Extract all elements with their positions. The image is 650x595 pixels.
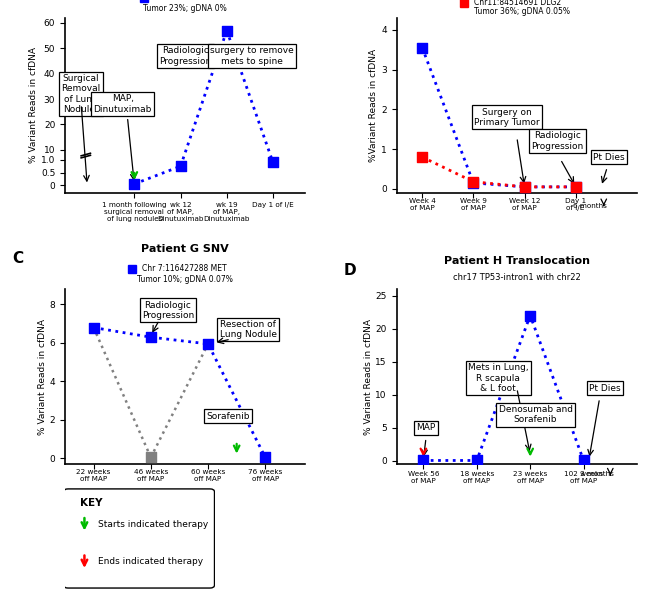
Point <box>468 178 478 187</box>
Text: Mets in Lung,
R scapula
& L foot: Mets in Lung, R scapula & L foot <box>468 364 528 393</box>
Text: Surgical
Removal
of Lung
Nodules: Surgical Removal of Lung Nodules <box>62 74 101 114</box>
Point <box>260 453 270 462</box>
Point <box>268 158 278 167</box>
Text: D: D <box>344 263 356 278</box>
Point <box>519 182 530 192</box>
Text: Radiologic
Progression: Radiologic Progression <box>159 46 211 65</box>
Text: 22 weeks
off MAP: 22 weeks off MAP <box>77 469 111 482</box>
Point <box>146 333 156 342</box>
Point <box>176 161 186 171</box>
Text: Surgery on
Primary Tumor: Surgery on Primary Tumor <box>474 108 540 127</box>
Text: Patient H Translocation: Patient H Translocation <box>444 256 590 267</box>
Text: MAP: MAP <box>417 423 436 433</box>
Point <box>525 311 536 320</box>
Text: Radiologic
Progression: Radiologic Progression <box>142 300 194 320</box>
Text: Tumor 23%; gDNA 0%: Tumor 23%; gDNA 0% <box>143 4 227 12</box>
Point <box>571 182 581 192</box>
Text: 60 weeks
off MAP: 60 weeks off MAP <box>191 469 226 482</box>
Y-axis label: %Variant Reads in cfDNA: %Variant Reads in cfDNA <box>369 49 378 162</box>
Point <box>468 177 478 186</box>
Text: Week 9
of MAP: Week 9 of MAP <box>460 198 487 211</box>
Text: Day 1
of I/E: Day 1 of I/E <box>565 198 586 211</box>
Point <box>418 456 428 465</box>
Text: chr17 TP53-intron1 with chr22: chr17 TP53-intron1 with chr22 <box>453 273 580 282</box>
Text: Week 4
of MAP: Week 4 of MAP <box>409 198 436 211</box>
Text: 102 weeks
off MAP: 102 weeks off MAP <box>564 471 603 484</box>
Text: 1 month following
surgical removal
of lung nodules: 1 month following surgical removal of lu… <box>102 202 166 222</box>
Text: wk 19
of MAP,
Dinutuximab: wk 19 of MAP, Dinutuximab <box>203 202 250 222</box>
Point <box>203 339 213 349</box>
Point <box>417 152 428 162</box>
Text: Starts indicated therapy: Starts indicated therapy <box>98 520 208 529</box>
Text: 23 weeks
off MAP: 23 weeks off MAP <box>513 471 547 484</box>
Point <box>88 323 99 333</box>
Text: 46 weeks
off MAP: 46 weeks off MAP <box>134 469 168 482</box>
Text: Tumor 10%; gDNA 0.07%: Tumor 10%; gDNA 0.07% <box>137 275 233 284</box>
Point <box>417 43 428 52</box>
Y-axis label: % Variant Reads in cfDNA: % Variant Reads in cfDNA <box>29 48 38 164</box>
Point <box>578 456 589 465</box>
Point <box>222 26 232 35</box>
Point <box>519 182 530 192</box>
Text: Pt Dies: Pt Dies <box>589 384 621 393</box>
Text: Week 12
of MAP: Week 12 of MAP <box>509 198 540 211</box>
Point <box>571 182 581 192</box>
Point <box>129 179 140 189</box>
Text: Chr11:84514691 DLG2: Chr11:84514691 DLG2 <box>474 0 561 8</box>
Text: 6 months: 6 months <box>573 203 607 209</box>
Text: MAP,
Dinutuximab: MAP, Dinutuximab <box>94 95 152 114</box>
Text: Ends indicated therapy: Ends indicated therapy <box>98 558 203 566</box>
Y-axis label: % Variant Reads in cfDNA: % Variant Reads in cfDNA <box>363 318 372 434</box>
Text: Chr 7:116427288 MET: Chr 7:116427288 MET <box>142 264 227 274</box>
Text: 76 weeks
off MAP: 76 weeks off MAP <box>248 469 283 482</box>
Point <box>146 453 156 462</box>
Text: wk 12
of MAP,
Dinutuximab: wk 12 of MAP, Dinutuximab <box>157 202 204 222</box>
Text: 18 weeks
off MAP: 18 weeks off MAP <box>460 471 494 484</box>
Text: chr17 TP53-intron1 with chr6 TBC1D2B: chr17 TP53-intron1 with chr6 TBC1D2B <box>154 0 304 2</box>
Y-axis label: % Variant Reads in cfDNA: % Variant Reads in cfDNA <box>38 318 47 434</box>
Text: Patient G SNV: Patient G SNV <box>141 244 229 254</box>
Text: Denosumab and
Sorafenib: Denosumab and Sorafenib <box>499 405 573 424</box>
Text: Pt Dies: Pt Dies <box>593 152 625 162</box>
Text: surgery to remove
mets to spine: surgery to remove mets to spine <box>211 46 294 65</box>
Text: Radiologic
Progression: Radiologic Progression <box>532 131 584 151</box>
Point <box>472 456 482 465</box>
Text: 3 months: 3 months <box>580 471 614 477</box>
FancyBboxPatch shape <box>64 489 214 588</box>
Text: Week 56
of MAP: Week 56 of MAP <box>408 471 439 484</box>
Text: Resection of
Lung Nodule: Resection of Lung Nodule <box>220 320 277 339</box>
Text: KEY: KEY <box>80 498 103 508</box>
Text: C: C <box>12 250 23 265</box>
Text: Tumor 36%; gDNA 0.05%: Tumor 36%; gDNA 0.05% <box>474 7 569 16</box>
Text: Day 1 of I/E: Day 1 of I/E <box>252 202 294 208</box>
Text: Sorafenib: Sorafenib <box>206 412 250 421</box>
